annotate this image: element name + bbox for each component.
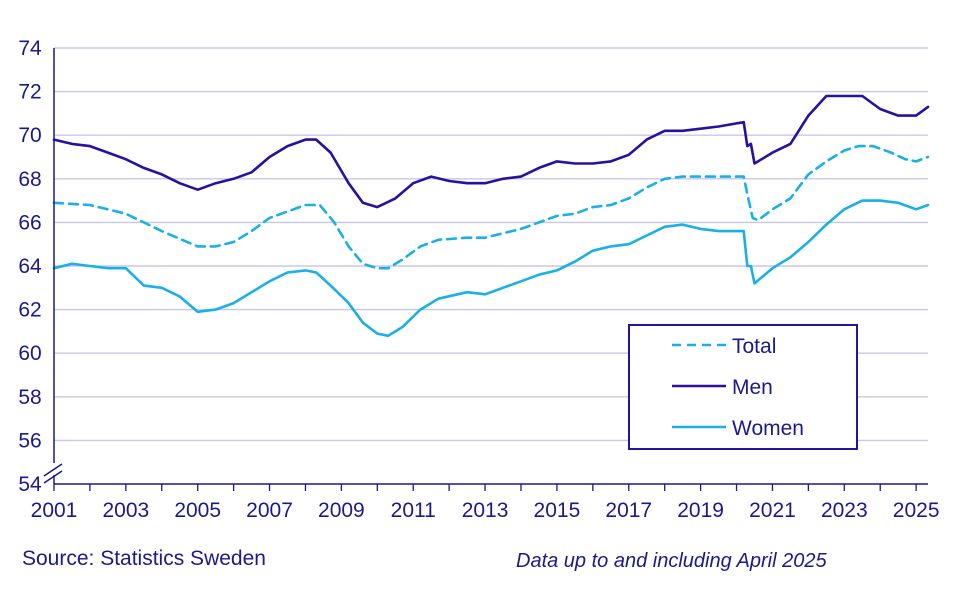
- series-line-women: [52, 199, 930, 338]
- source-caption: Source: Statistics Sweden: [22, 547, 266, 570]
- legend: Total Men Women: [628, 324, 858, 450]
- x-tick-label: 2013: [462, 499, 509, 522]
- x-tick-label: 2005: [174, 499, 221, 522]
- y-tick-label: 56: [18, 429, 41, 452]
- y-tick-label: 70: [18, 124, 41, 147]
- series-lines: [52, 94, 930, 338]
- y-tick-label: 74: [18, 37, 42, 60]
- legend-label-men: Men: [732, 376, 773, 399]
- y-tick-labels: 74 72 70 68 66 64 62 60 58 56 54: [18, 37, 42, 496]
- axis-break-marker: [40, 463, 68, 484]
- x-tick-label: 2021: [749, 499, 796, 522]
- y-tick-label: 62: [18, 299, 41, 322]
- data-note: Data up to and including April 2025: [516, 550, 827, 572]
- y-tick-label: 58: [18, 386, 41, 409]
- x-tick-label: 2011: [391, 499, 436, 522]
- y-tick-label: 66: [18, 211, 41, 234]
- y-tick-label: 54: [18, 473, 42, 496]
- x-tick-label: 2019: [677, 499, 724, 522]
- legend-label-total: Total: [732, 335, 776, 358]
- x-tick-label: 2017: [605, 499, 652, 522]
- legend-label-women: Women: [732, 417, 804, 440]
- x-tick-labels: 2001 2003 2005 2007 2009 2011 2013 2015 2017 2019…: [31, 484, 940, 522]
- y-tick-label: 60: [18, 342, 41, 365]
- axes: [40, 48, 928, 485]
- series-line-total: [52, 144, 930, 270]
- legend-box: [628, 324, 858, 450]
- x-tick-label: 2025: [893, 499, 940, 522]
- x-tick-label: 2001: [31, 499, 78, 522]
- y-tick-label: 64: [18, 255, 42, 278]
- x-tick-label: 2007: [246, 499, 293, 522]
- y-tick-label: 72: [18, 81, 41, 104]
- x-tick-label: 2015: [534, 499, 581, 522]
- x-tick-label: 2023: [821, 499, 868, 522]
- x-tick-label: 2003: [102, 499, 149, 522]
- y-tick-label: 68: [18, 168, 41, 191]
- series-line-men: [52, 94, 930, 209]
- x-tick-label: 2009: [318, 499, 365, 522]
